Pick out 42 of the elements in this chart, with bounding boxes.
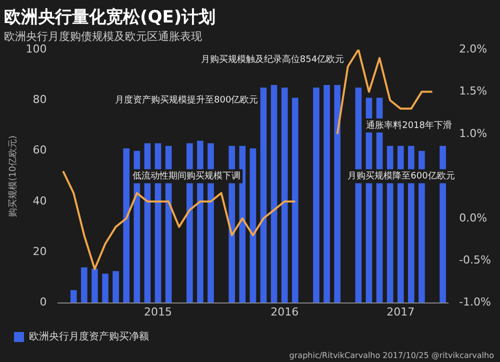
annotation: 月购买规模触及纪录高位854亿欧元 xyxy=(200,54,344,66)
bar xyxy=(102,274,108,303)
y2-tick-label: 0.0% xyxy=(459,211,488,224)
text: graphic/RitvikCarvalho 2017/10/25 @ritvikcarvalho xyxy=(289,351,494,360)
annotation: 月购买规模降至600亿欧元 xyxy=(348,170,455,182)
bar xyxy=(123,148,130,303)
x-tick-label: 2017 xyxy=(386,305,415,318)
y-tick-label: 0 xyxy=(40,296,47,309)
bar xyxy=(313,88,320,303)
bar xyxy=(292,98,298,303)
y-tick-label: 60 xyxy=(32,144,47,157)
bar xyxy=(334,85,340,303)
chart-title: 欧洲央行量化宽松(QE)计划 xyxy=(4,8,216,28)
bar xyxy=(324,85,330,303)
bar xyxy=(239,146,246,303)
y2-tick-label: 1.5% xyxy=(459,84,488,98)
bar xyxy=(250,148,256,303)
bar xyxy=(260,88,267,303)
annotation: 月度资产购买规模提升至800亿欧元 xyxy=(114,94,258,106)
bar xyxy=(70,290,77,303)
y2-tick-label: 2.0% xyxy=(459,42,488,56)
y2-tick-label: -0.5% xyxy=(459,253,492,266)
bar xyxy=(134,150,140,303)
annotation: 低流动性期间购买规模下调 xyxy=(132,170,241,182)
legend-label: 欧洲央行月度资产购买净额 xyxy=(29,330,149,343)
x-tick-label: 2015 xyxy=(144,305,172,318)
bar xyxy=(197,140,204,303)
bar xyxy=(81,267,88,303)
y-tick-label: 80 xyxy=(32,93,47,106)
chart-subtitle: 欧洲央行月度购债规模及欧元区通胀表现 xyxy=(4,30,202,43)
y-tick-label: 20 xyxy=(32,245,47,258)
y-tick-label: 100 xyxy=(26,42,47,56)
y-axis-title: 购买规模(10亿欧元) xyxy=(8,135,19,217)
y2-tick-label: 1.0% xyxy=(459,126,488,140)
y-tick-label: 40 xyxy=(32,194,47,208)
bar xyxy=(112,271,119,303)
bar xyxy=(92,268,98,303)
y2-tick-label: -1.0% xyxy=(459,296,492,309)
bar xyxy=(270,85,278,303)
x-tick-label: 2016 xyxy=(270,305,299,318)
annotation: 通胀率料2018年下滑 xyxy=(366,120,452,131)
bar xyxy=(281,88,288,303)
